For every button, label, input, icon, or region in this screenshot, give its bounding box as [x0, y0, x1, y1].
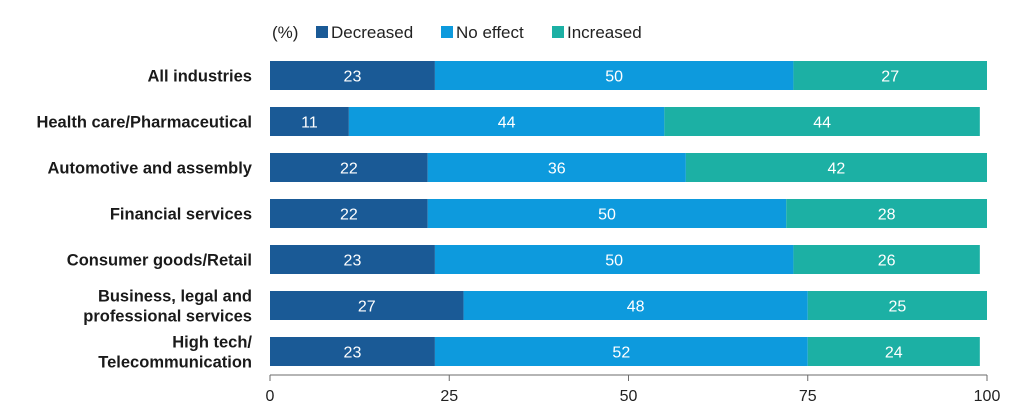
category-label: Business, legal and [98, 288, 252, 306]
data-label: 50 [605, 69, 623, 86]
data-label: 23 [344, 253, 362, 270]
bar-no-effect-6 [434, 337, 808, 366]
legend: (%) Decreased No effect Increased [272, 23, 642, 42]
bar-no-effect-3 [427, 199, 787, 228]
bar-no-effect-1 [348, 107, 665, 136]
category-label: Telecommunication [98, 354, 252, 372]
data-label: 27 [881, 69, 899, 86]
data-label: 52 [612, 345, 630, 362]
x-tick-label: 100 [974, 388, 1001, 405]
data-label: 27 [358, 299, 376, 316]
bar-increased-0 [793, 61, 987, 90]
bar-decreased-4 [270, 245, 435, 274]
data-label: 48 [627, 299, 645, 316]
category-label: Health care/Pharmaceutical [36, 114, 252, 132]
legend-swatch-no-effect [441, 26, 453, 38]
unit-label: (%) [272, 23, 298, 42]
legend-entry-decreased: Decreased [331, 23, 413, 42]
x-axis: 0 25 50 75 100 [266, 374, 1001, 405]
data-label: 50 [598, 207, 616, 224]
data-label: 28 [878, 207, 896, 224]
data-label: 11 [301, 115, 318, 132]
legend-swatch-increased [552, 26, 564, 38]
x-tick-label: 25 [440, 388, 458, 405]
category-labels: All industries Health care/Pharmaceutical… [36, 68, 252, 372]
x-tick-label: 0 [266, 388, 275, 405]
category-label: High tech/ [172, 334, 252, 352]
bar-increased-6 [807, 337, 980, 366]
x-tick-label: 75 [799, 388, 817, 405]
x-tick-label: 50 [620, 388, 638, 405]
bar-no-effect-0 [434, 61, 794, 90]
bar-no-effect-2 [427, 153, 686, 182]
data-label: 42 [828, 161, 846, 178]
data-label: 44 [813, 115, 831, 132]
bar-no-effect-4 [434, 245, 794, 274]
bar-decreased-2 [270, 153, 428, 182]
data-label: 25 [888, 299, 906, 316]
bar-decreased-0 [270, 61, 435, 90]
data-label: 50 [605, 253, 623, 270]
category-label: Consumer goods/Retail [67, 252, 252, 270]
data-label: 44 [498, 115, 516, 132]
legend-entry-no-effect: No effect [456, 23, 524, 42]
bar-increased-2 [685, 153, 987, 182]
bar-increased-1 [664, 107, 980, 136]
bar-decreased-1 [270, 107, 349, 136]
bar-increased-4 [793, 245, 980, 274]
data-label: 22 [340, 207, 358, 224]
category-label: professional services [83, 308, 252, 326]
data-label: 23 [344, 69, 362, 86]
bar-no-effect-5 [463, 291, 808, 320]
bar-decreased-6 [270, 337, 435, 366]
category-label: Automotive and assembly [48, 160, 253, 178]
data-label: 36 [548, 161, 566, 178]
bars: 23 50 27 11 44 44 22 36 42 22 50 28 23 50 26 27 48 25 23 52… [270, 61, 987, 366]
data-label: 23 [344, 345, 362, 362]
bar-decreased-3 [270, 199, 428, 228]
bar-increased-5 [807, 291, 987, 320]
bar-increased-3 [786, 199, 987, 228]
data-label: 26 [878, 253, 896, 270]
legend-swatch-decreased [316, 26, 328, 38]
legend-entry-increased: Increased [567, 23, 642, 42]
data-label: 22 [340, 161, 358, 178]
bar-decreased-5 [270, 291, 464, 320]
category-label: Financial services [110, 206, 252, 224]
data-label: 24 [885, 345, 903, 362]
category-label: All industries [147, 68, 252, 86]
